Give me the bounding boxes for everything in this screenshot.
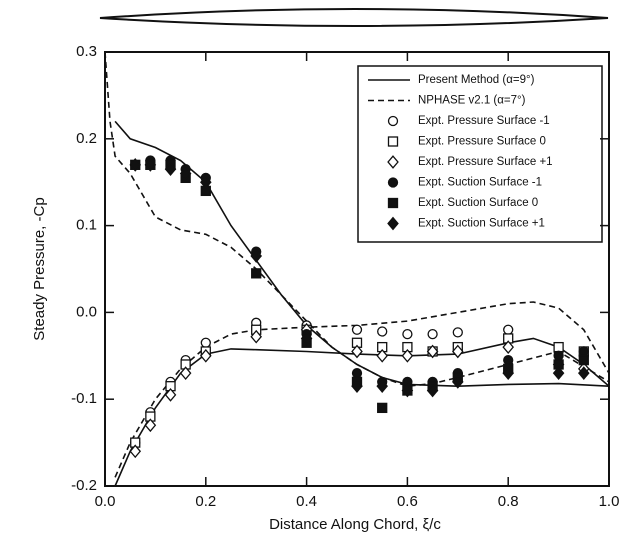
marker — [552, 366, 565, 381]
marker — [351, 368, 363, 379]
marker — [129, 157, 142, 172]
legend-label: Expt. Suction Surface 0 — [418, 197, 538, 209]
marker — [578, 354, 589, 366]
marker — [401, 383, 414, 398]
marker — [129, 444, 142, 459]
y-axis-label: Steady Pressure, -Cp — [31, 197, 48, 340]
marker — [387, 136, 399, 147]
marker — [426, 344, 439, 359]
marker — [351, 379, 363, 394]
marker — [250, 249, 263, 263]
marker — [200, 337, 211, 348]
legend-label: NPHASE v2.1 (α=7°) — [418, 95, 526, 107]
y-tick-label: -0.1 — [71, 390, 97, 407]
marker — [377, 326, 388, 337]
marker — [503, 324, 514, 335]
marker — [351, 324, 363, 335]
y-tick-label: 0.0 — [76, 303, 97, 320]
marker — [402, 328, 413, 340]
marker — [387, 216, 399, 231]
marker — [502, 340, 515, 354]
marker — [199, 175, 212, 190]
marker — [503, 354, 514, 366]
marker — [387, 177, 399, 188]
x-tick-label: 1.0 — [599, 493, 620, 510]
legend-label: Expt. Pressure Surface 0 — [418, 136, 546, 148]
marker — [577, 366, 590, 381]
legend: Present Method (α=9°) NPHASE v2.1 (α=7°) E… — [368, 74, 553, 231]
marker — [377, 402, 388, 414]
marker — [451, 344, 464, 359]
marker — [553, 350, 564, 361]
airfoil-shape — [99, 8, 609, 27]
legend-label: Expt. Suction Surface +1 — [418, 218, 545, 230]
marker — [387, 197, 399, 209]
marker — [451, 374, 464, 389]
x-tick-label: 0.4 — [296, 493, 317, 510]
x-axis-label: Distance Along Chord, ξ/c — [269, 516, 441, 533]
marker — [387, 115, 399, 127]
marker — [164, 162, 177, 177]
marker — [300, 331, 313, 346]
marker — [578, 346, 589, 357]
marker — [144, 418, 157, 433]
marker — [387, 155, 399, 169]
y-tick-label: 0.1 — [76, 217, 97, 234]
marker — [376, 379, 389, 394]
marker — [502, 366, 515, 381]
legend-box — [357, 65, 603, 243]
marker — [376, 348, 389, 363]
x-tick-label: 0.0 — [95, 493, 116, 510]
marker — [427, 328, 438, 340]
marker — [179, 366, 192, 381]
marker — [251, 268, 262, 279]
y-tick-label: 0.2 — [76, 130, 97, 147]
plot-frame — [104, 51, 610, 487]
x-tick-label: 0.2 — [195, 493, 216, 510]
marker — [199, 348, 212, 363]
legend-label: Expt. Pressure Surface +1 — [418, 156, 553, 168]
legend-label: Present Method (α=9°) — [418, 74, 535, 86]
marker — [250, 329, 263, 344]
marker — [164, 388, 177, 402]
marker — [351, 344, 363, 359]
marker — [553, 341, 564, 353]
legend-label: Expt. Pressure Surface -1 — [418, 115, 550, 127]
marker — [179, 166, 192, 181]
x-tick-label: 0.6 — [397, 493, 418, 510]
marker — [144, 157, 157, 172]
marker — [426, 383, 439, 398]
marker — [401, 348, 414, 363]
curve — [114, 301, 610, 478]
y-tick-label: -0.2 — [71, 477, 97, 494]
x-tick-label: 0.8 — [498, 493, 519, 510]
legend-label: Expt. Suction Surface -1 — [418, 177, 542, 189]
marker — [452, 327, 463, 338]
y-tick-label: 0.3 — [76, 43, 97, 60]
